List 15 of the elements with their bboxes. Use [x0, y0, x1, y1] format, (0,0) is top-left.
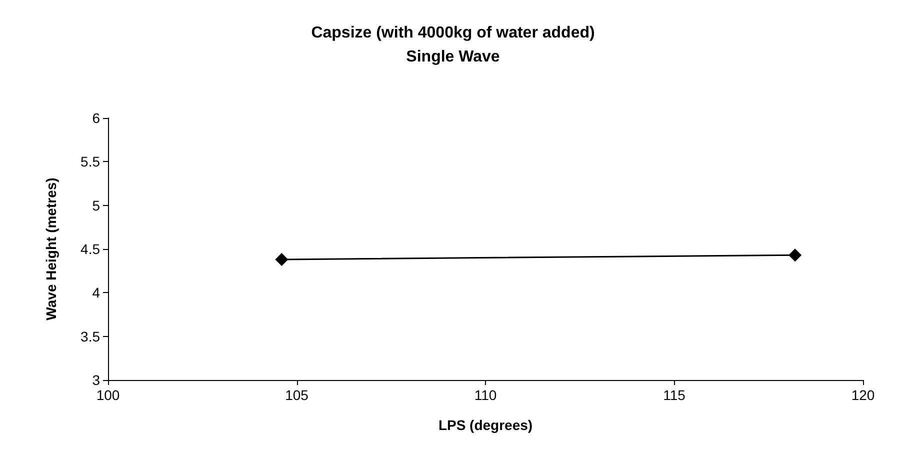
x-tick-label: 110: [474, 387, 497, 403]
y-tick-label: 3.5: [80, 328, 100, 344]
x-tick-label: 120: [851, 387, 875, 403]
y-tick-label: 6: [92, 110, 100, 126]
x-tick-label: 100: [96, 387, 120, 403]
y-tick-label: 4: [92, 284, 100, 301]
chart-title: Capsize (with 4000kg of water added) Single Wave: [311, 24, 595, 66]
y-tick-label: 3: [92, 372, 100, 388]
x-axis-title: LPS (degrees): [438, 417, 533, 433]
x-tick-label: 105: [285, 387, 309, 403]
y-tick-label: 5.5: [80, 154, 100, 170]
y-axis-title: Wave Height (metres): [43, 178, 59, 320]
y-tick-label: 4.5: [80, 241, 100, 257]
y-tick-label: 5: [92, 197, 100, 214]
x-tick-label: 115: [663, 387, 686, 403]
